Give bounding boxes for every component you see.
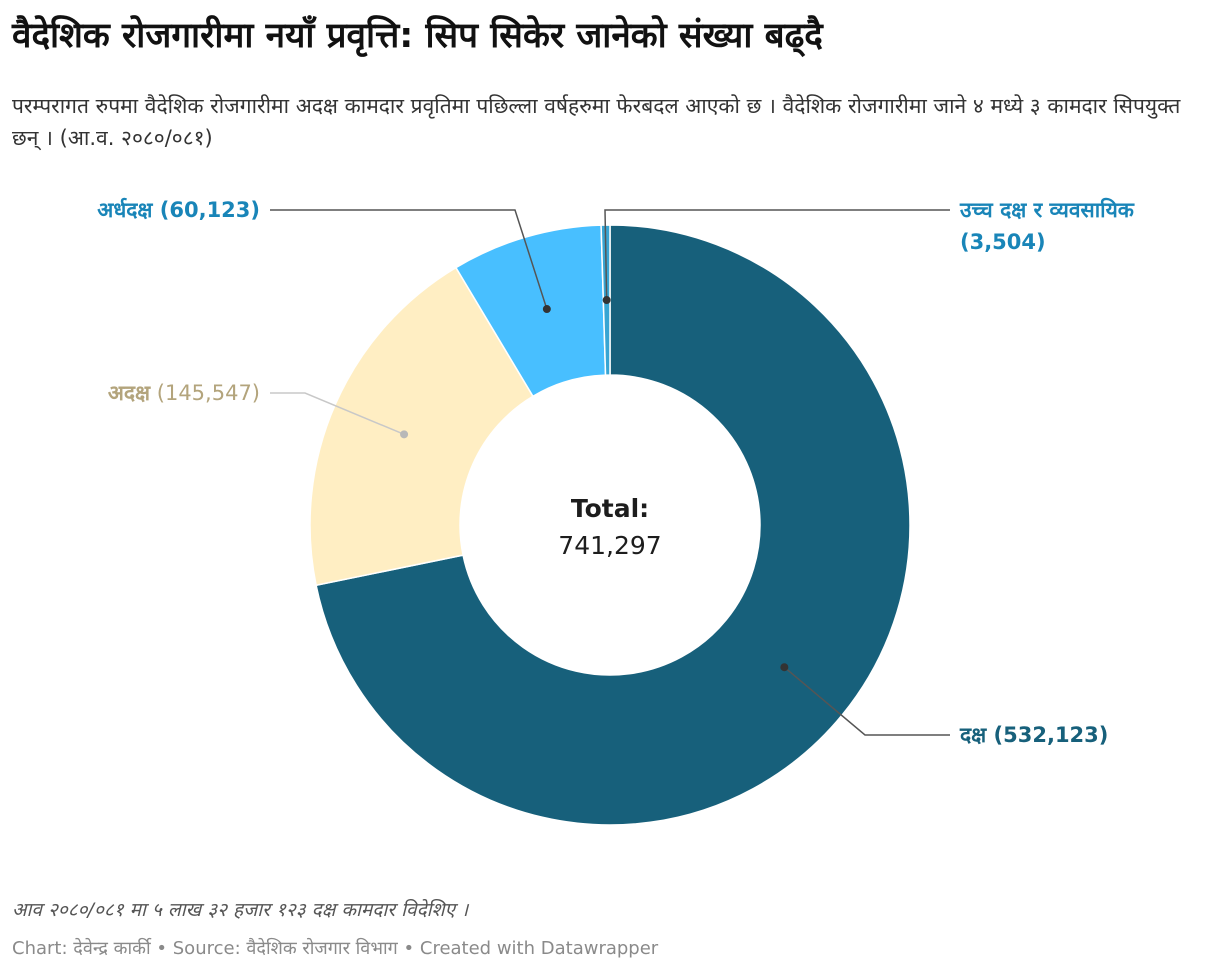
leader-line — [604, 209, 950, 301]
leader-line — [270, 392, 405, 436]
slice-label-value: (60,123) — [152, 198, 260, 222]
byline-source-label: Source: — [172, 938, 241, 959]
byline-credit: Created with Datawrapper — [419, 938, 659, 959]
donut-slice — [309, 266, 534, 587]
byline-separator: • — [403, 938, 415, 959]
center-total-value: 741,297 — [558, 531, 661, 560]
slice-label-value: (532,123) — [986, 723, 1108, 747]
byline-separator: • — [156, 938, 168, 959]
chart-note: आव २०८०/०८१ मा ५ लाख ३२ हजार १२३ दक्ष का… — [12, 899, 469, 921]
leader-line — [783, 666, 950, 736]
leader-dot — [602, 296, 611, 305]
leader-line — [270, 209, 548, 310]
slice-label: दक्ष (532,123) — [959, 723, 1108, 747]
byline-source: वैदेशिक रोजगार विभाग — [246, 938, 398, 959]
chart-subtitle: परम्परागत रुपमा वैदेशिक रोजगारीमा अदक्ष … — [12, 94, 1181, 150]
byline-author: देवेन्द्र कार्की — [73, 938, 151, 959]
slice-label-name: अदक्ष — [108, 381, 151, 405]
slice-label-value: (3,504) — [960, 230, 1046, 254]
byline-chart-label: Chart: — [12, 938, 68, 959]
center-total-label: Total: — [571, 494, 649, 523]
slice-label-name: उच्च दक्ष र व्यवसायिक — [959, 197, 1135, 222]
donut-chart: दक्ष (532,123) अदक्ष (145,547) अर्धदक्ष (6… — [97, 197, 1135, 826]
slice-label: अदक्ष (145,547) — [108, 381, 260, 405]
slice-label: उच्च दक्ष र व्यवसायिक — [959, 197, 1135, 222]
byline: Chart: देवेन्द्र कार्की • Source: वैदेशि… — [12, 936, 658, 960]
leader-dot — [542, 305, 551, 314]
slice-label: अर्धदक्ष (60,123) — [97, 197, 260, 222]
slice-label-name: दक्ष — [959, 723, 987, 747]
donut-slice — [315, 224, 911, 826]
chart-title: वैदेशिक रोजगारीमा नयाँ प्रवृत्ति: सिप सि… — [12, 16, 823, 56]
leader-dot — [780, 663, 789, 672]
slice-label-name: अर्धदक्ष — [97, 197, 153, 222]
slice-label-value: (145,547) — [150, 381, 260, 405]
leader-dot — [400, 430, 409, 439]
